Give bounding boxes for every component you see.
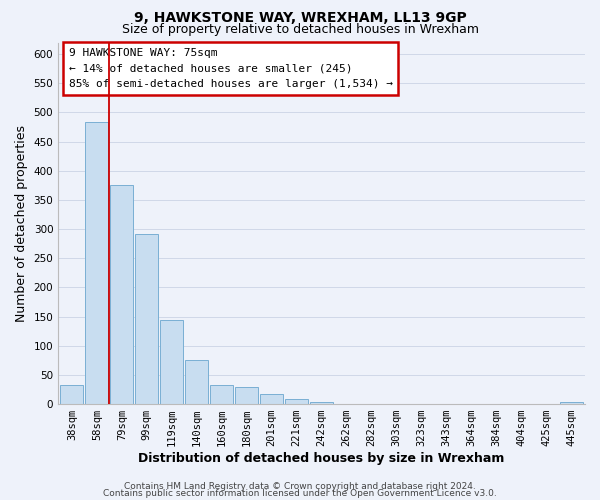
Bar bbox=[560, 402, 583, 404]
Bar bbox=[110, 186, 133, 404]
Text: 9, HAWKSTONE WAY, WREXHAM, LL13 9GP: 9, HAWKSTONE WAY, WREXHAM, LL13 9GP bbox=[134, 11, 466, 25]
Bar bbox=[160, 320, 183, 404]
Bar bbox=[136, 234, 158, 404]
Bar bbox=[61, 386, 83, 404]
Text: Contains public sector information licensed under the Open Government Licence v3: Contains public sector information licen… bbox=[103, 489, 497, 498]
Bar bbox=[235, 386, 258, 404]
Text: 9 HAWKSTONE WAY: 75sqm
← 14% of detached houses are smaller (245)
85% of semi-de: 9 HAWKSTONE WAY: 75sqm ← 14% of detached… bbox=[69, 48, 393, 89]
Bar bbox=[285, 400, 308, 404]
Bar bbox=[85, 122, 109, 404]
Bar bbox=[210, 386, 233, 404]
X-axis label: Distribution of detached houses by size in Wrexham: Distribution of detached houses by size … bbox=[139, 452, 505, 465]
Bar bbox=[260, 394, 283, 404]
Bar bbox=[310, 402, 333, 404]
Bar bbox=[185, 360, 208, 404]
Y-axis label: Number of detached properties: Number of detached properties bbox=[15, 125, 28, 322]
Text: Contains HM Land Registry data © Crown copyright and database right 2024.: Contains HM Land Registry data © Crown c… bbox=[124, 482, 476, 491]
Text: Size of property relative to detached houses in Wrexham: Size of property relative to detached ho… bbox=[121, 22, 479, 36]
